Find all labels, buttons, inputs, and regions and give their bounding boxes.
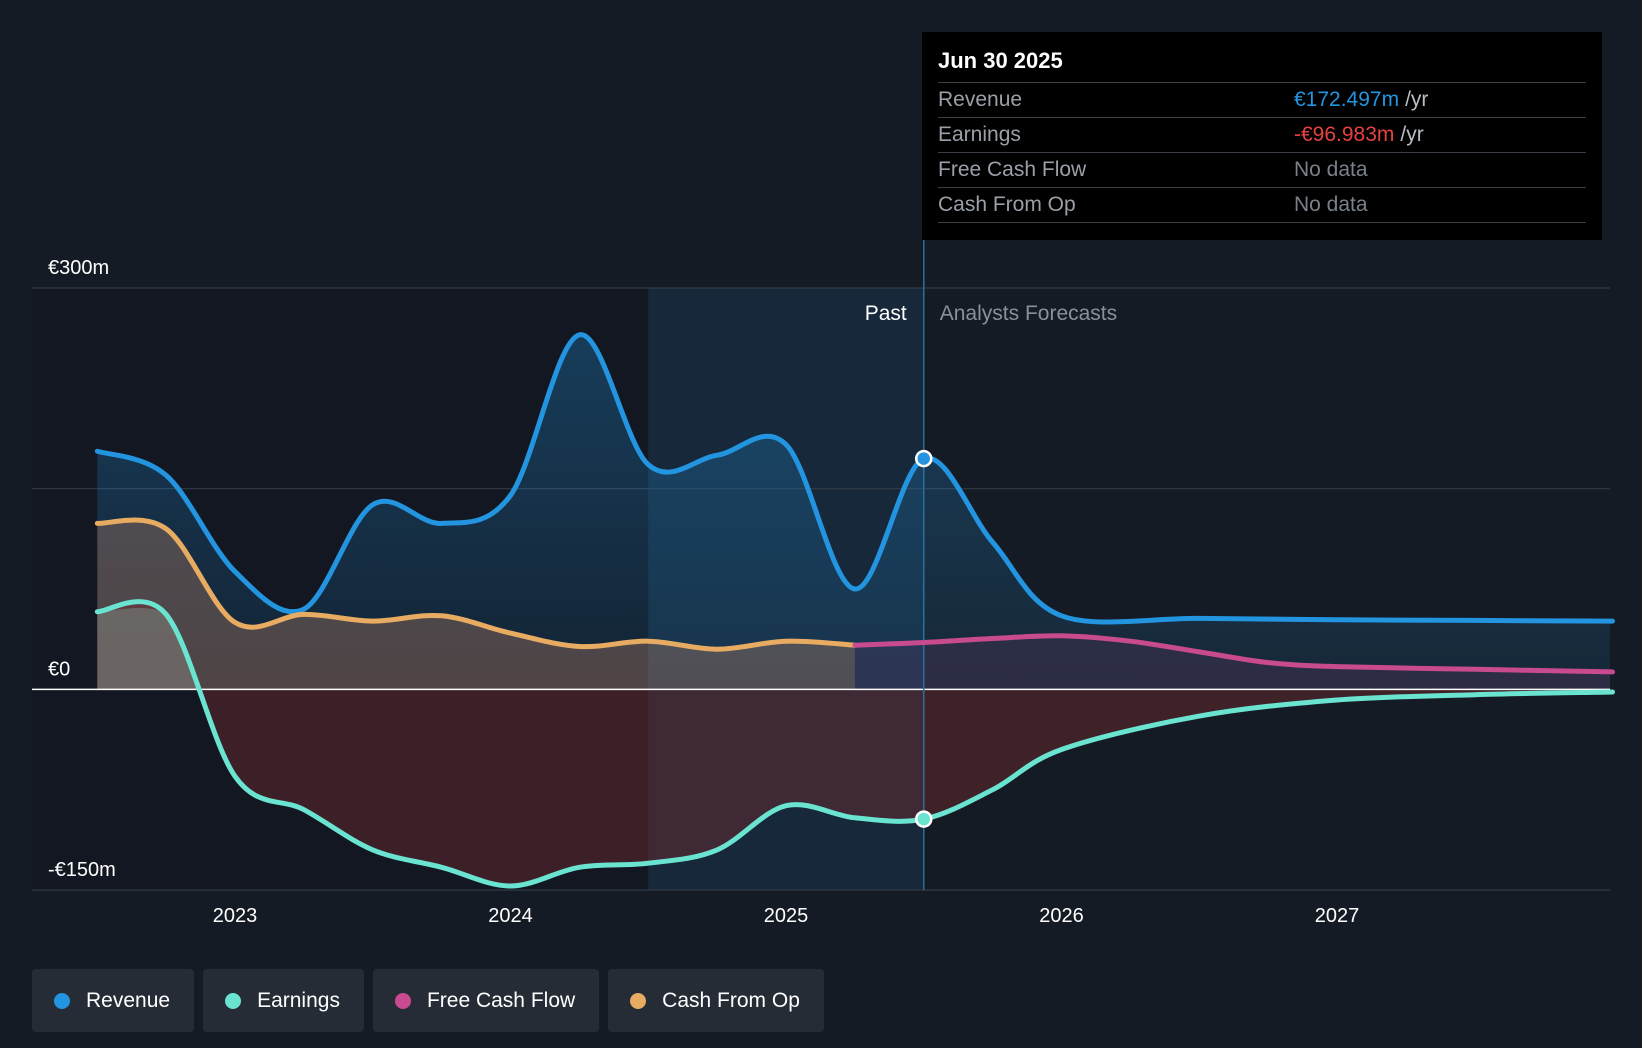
revenue-area	[97, 334, 1610, 690]
legend-dot-icon	[394, 992, 411, 1009]
cash-from-op-area	[97, 520, 855, 690]
legend-label: Revenue	[86, 988, 171, 1012]
legend-item-revenue[interactable]: Revenue	[32, 969, 195, 1032]
tooltip-date: Jun 30 2025	[938, 48, 1063, 73]
x-axis-labels: 2023 2024 2025 2026 2027	[213, 905, 1360, 927]
grid-lines	[32, 287, 1610, 891]
tooltip-value: No data	[1294, 193, 1368, 216]
tooltip: Jun 30 2025 Revenue €172.497m /yr Earnin…	[922, 32, 1602, 240]
legend-dot-icon	[54, 992, 70, 1009]
y-tick-label: -€150m	[48, 859, 116, 881]
tooltip-row-free-cash-flow: Free Cash Flow No data	[938, 152, 1586, 187]
forecast-label: Analysts Forecasts	[940, 302, 1117, 325]
tooltip-label: Revenue	[938, 88, 1023, 111]
chart: €300m€0-€150m 2023 2024 2025 2026 2027 Past …	[32, 32, 1615, 927]
earnings-line	[94, 599, 1615, 889]
x-tick-label: 2027	[1315, 905, 1360, 927]
y-tick-label: €300m	[48, 257, 109, 279]
revenue-line	[94, 332, 1615, 625]
legend-dot-icon	[225, 992, 242, 1009]
earnings-highlight-point	[915, 810, 933, 828]
cash-from-op-line	[94, 517, 858, 652]
tooltip-unit: /yr	[1400, 123, 1424, 146]
legend-item-cash-from-op[interactable]: Cash From Op	[608, 969, 824, 1032]
legend-dot-icon	[630, 992, 647, 1009]
tooltip-value: -€96.983m	[1294, 123, 1395, 146]
past-label: Past	[865, 302, 907, 325]
legend: Revenue Earnings Free Cash Flow Cash Fro…	[32, 969, 824, 1032]
legend-label: Free Cash Flow	[426, 988, 576, 1012]
revenue-highlight-point	[915, 449, 933, 468]
tooltip-row-cash-from-op: Cash From Op No data	[938, 187, 1586, 223]
legend-label: Cash From Op	[662, 988, 800, 1012]
tooltip-value: No data	[1294, 158, 1368, 181]
highlight-points	[915, 449, 933, 828]
tooltip-label: Earnings	[938, 123, 1021, 146]
legend-label: Earnings	[257, 988, 340, 1012]
tooltip-label: Cash From Op	[938, 193, 1076, 216]
tooltip-unit: /yr	[1405, 88, 1429, 111]
y-axis-labels: €300m €0 -€150m	[48, 257, 116, 881]
tooltip-label: Free Cash Flow	[938, 158, 1087, 181]
x-tick-label: 2023	[213, 905, 258, 927]
free-cash-flow-line	[852, 633, 1615, 675]
free-cash-flow-area	[854, 635, 1610, 690]
series-lines	[94, 332, 1615, 889]
series-areas	[97, 334, 1610, 886]
tooltip-value: €172.497m	[1294, 88, 1400, 111]
tooltip-row-revenue: Revenue €172.497m /yr	[938, 82, 1586, 117]
legend-item-free-cash-flow[interactable]: Free Cash Flow	[372, 969, 600, 1032]
x-tick-label: 2024	[488, 905, 533, 927]
x-tick-label: 2025	[764, 905, 809, 927]
legend-item-earnings[interactable]: Earnings	[203, 969, 364, 1032]
earnings-area	[97, 601, 1610, 886]
y-tick-label: €0	[48, 658, 70, 680]
x-tick-label: 2026	[1039, 905, 1084, 927]
tooltip-row-earnings: Earnings -€96.983m /yr	[938, 117, 1586, 152]
